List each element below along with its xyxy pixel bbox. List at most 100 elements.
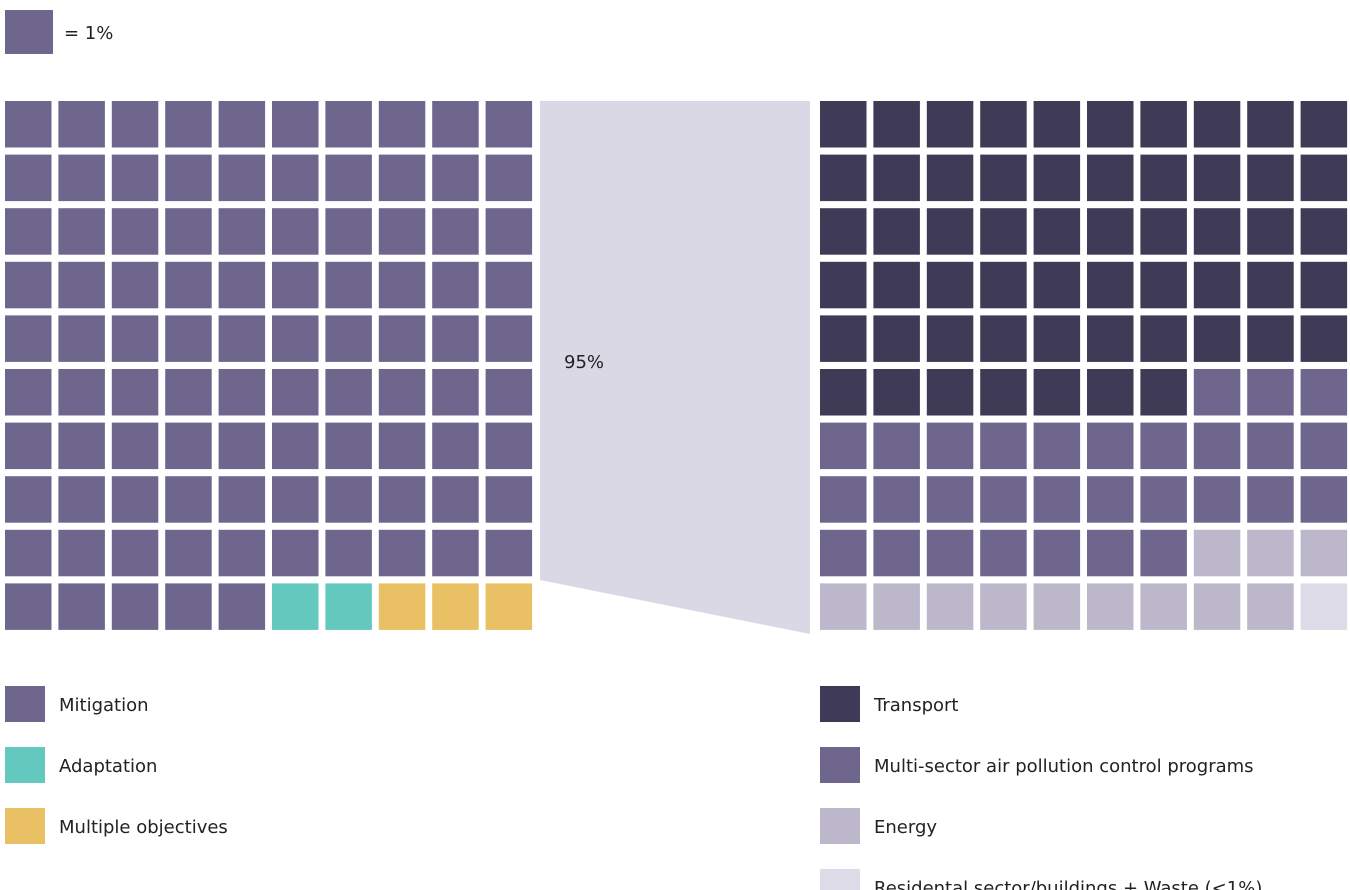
waffle-cell-transport (873, 208, 920, 255)
waffle-cell-transport (1140, 154, 1187, 202)
waffle-cell-mitigation (111, 583, 159, 630)
waffle-cell-mitigation (378, 208, 426, 255)
waffle-cell-energy (1193, 529, 1241, 577)
waffle-cell-transport (820, 101, 867, 148)
waffle-cell-transport (1140, 315, 1187, 362)
waffle-cell-energy (820, 583, 867, 630)
waffle-cell-mitigation (485, 476, 533, 523)
key-swatch (5, 10, 53, 54)
waffle-cell-multi-sector-air-pollution-control-programs (1140, 422, 1187, 470)
waffle-cell-mitigation (58, 315, 105, 362)
waffle-cell-mitigation (5, 154, 52, 202)
waffle-cell-energy (1087, 583, 1134, 630)
waffle-cell-mitigation (58, 208, 105, 255)
waffle-cell-mitigation (58, 101, 105, 148)
waffle-cell-transport (873, 261, 920, 309)
waffle-cell-mitigation (5, 583, 52, 630)
waffle-cell-mitigation (111, 529, 159, 577)
waffle-cell-mitigation (218, 101, 266, 148)
waffle-cell-mitigation (272, 315, 319, 362)
waffle-cell-transport (926, 154, 974, 202)
waffle-cell-mitigation (272, 101, 319, 148)
waffle-cell-mitigation (58, 369, 105, 416)
waffle-cell-mitigation (432, 529, 479, 577)
waffle-cell-mitigation (272, 154, 319, 202)
waffle-cell-transport (1087, 154, 1134, 202)
waffle-cell-mitigation (432, 101, 479, 148)
waffle-cell-energy (1140, 583, 1187, 630)
key-label: = 1% (64, 23, 113, 44)
waffle-cell-mitigation (5, 261, 52, 309)
waffle-cell-transport (1087, 101, 1134, 148)
waffle-cell-mitigation (5, 369, 52, 416)
waffle-cell-mitigation (432, 422, 479, 470)
waffle-cell-mitigation (5, 476, 52, 523)
waffle-cell-mitigation (218, 529, 266, 577)
waffle-cell-multi-sector-air-pollution-control-programs (1247, 476, 1294, 523)
waffle-cell-mitigation (325, 315, 372, 362)
waffle-cell-mitigation (165, 261, 212, 309)
waffle-cell-mitigation (325, 261, 372, 309)
waffle-cell-mitigation (272, 529, 319, 577)
legend-label-energy: Energy (874, 817, 937, 838)
waffle-cell-mitigation (272, 261, 319, 309)
waffle-cell-transport (873, 315, 920, 362)
waffle-cell-mitigation (378, 422, 426, 470)
waffle-cell-mitigation (111, 315, 159, 362)
waffle-cell-mitigation (485, 422, 533, 470)
waffle-cell-mitigation (218, 154, 266, 202)
waffle-cell-energy (980, 583, 1027, 630)
waffle-cell-multi-sector-air-pollution-control-programs (926, 476, 974, 523)
legend-label-transport: Transport (873, 695, 958, 716)
waffle-cell-transport (980, 208, 1027, 255)
waffle-cell-transport (1300, 101, 1348, 148)
waffle-cell-multi-sector-air-pollution-control-programs (980, 422, 1027, 470)
waffle-cell-transport (873, 154, 920, 202)
waffle-cell-multi-sector-air-pollution-control-programs (820, 529, 867, 577)
waffle-cell-transport (1033, 154, 1081, 202)
waffle-cell-transport (1300, 315, 1348, 362)
waffle-cell-transport (1193, 208, 1241, 255)
waffle-cell-transport (1087, 208, 1134, 255)
waffle-cell-transport (1033, 369, 1081, 416)
waffle-cell-mitigation (218, 208, 266, 255)
legend-swatch-adaptation (5, 747, 45, 783)
waffle-cell-transport (1247, 208, 1294, 255)
waffle-cell-mitigation (378, 101, 426, 148)
waffle-cell-mitigation (111, 369, 159, 416)
waffle-cell-mitigation (272, 208, 319, 255)
waffle-cell-mitigation (485, 208, 533, 255)
waffle-cell-mitigation (111, 422, 159, 470)
waffle-cell-mitigation (5, 101, 52, 148)
waffle-cell-mitigation (485, 529, 533, 577)
waffle-cell-multi-sector-air-pollution-control-programs (820, 476, 867, 523)
waffle-cell-mitigation (432, 208, 479, 255)
waffle-cell-mitigation (432, 315, 479, 362)
waffle-cell-multi-sector-air-pollution-control-programs (1300, 369, 1348, 416)
connector-band (540, 101, 810, 634)
waffle-cell-multi-sector-air-pollution-control-programs (1247, 369, 1294, 416)
waffle-cell-transport (1193, 154, 1241, 202)
legend-label-multi-sector-air-pollution-control-programs: Multi-sector air pollution control progr… (874, 756, 1254, 777)
waffle-cell-mitigation (5, 529, 52, 577)
waffle-cell-multi-sector-air-pollution-control-programs (980, 476, 1027, 523)
waffle-cell-mitigation (218, 583, 266, 630)
waffle-cell-transport (1140, 208, 1187, 255)
waffle-cell-transport (926, 208, 974, 255)
waffle-cell-transport (1247, 261, 1294, 309)
waffle-cell-transport (980, 315, 1027, 362)
waffle-cell-mitigation (378, 315, 426, 362)
waffle-cell-multi-sector-air-pollution-control-programs (1193, 369, 1241, 416)
legend-mitigation-breakdown: Transport Multi-sector air pollution cont… (820, 686, 1262, 890)
legend-swatch-mitigation (5, 686, 45, 722)
waffle-cell-multi-sector-air-pollution-control-programs (873, 422, 920, 470)
waffle-cell-energy (1247, 583, 1294, 630)
waffle-cell-transport (980, 154, 1027, 202)
waffle-cell-transport (1087, 261, 1134, 309)
waffle-cell-energy (1247, 529, 1294, 577)
waffle-cell-transport (1140, 101, 1187, 148)
waffle-cell-transport (926, 101, 974, 148)
waffle-cell-transport (1033, 315, 1081, 362)
waffle-cell-mitigation (165, 583, 212, 630)
waffle-grid-objectives (5, 101, 533, 630)
